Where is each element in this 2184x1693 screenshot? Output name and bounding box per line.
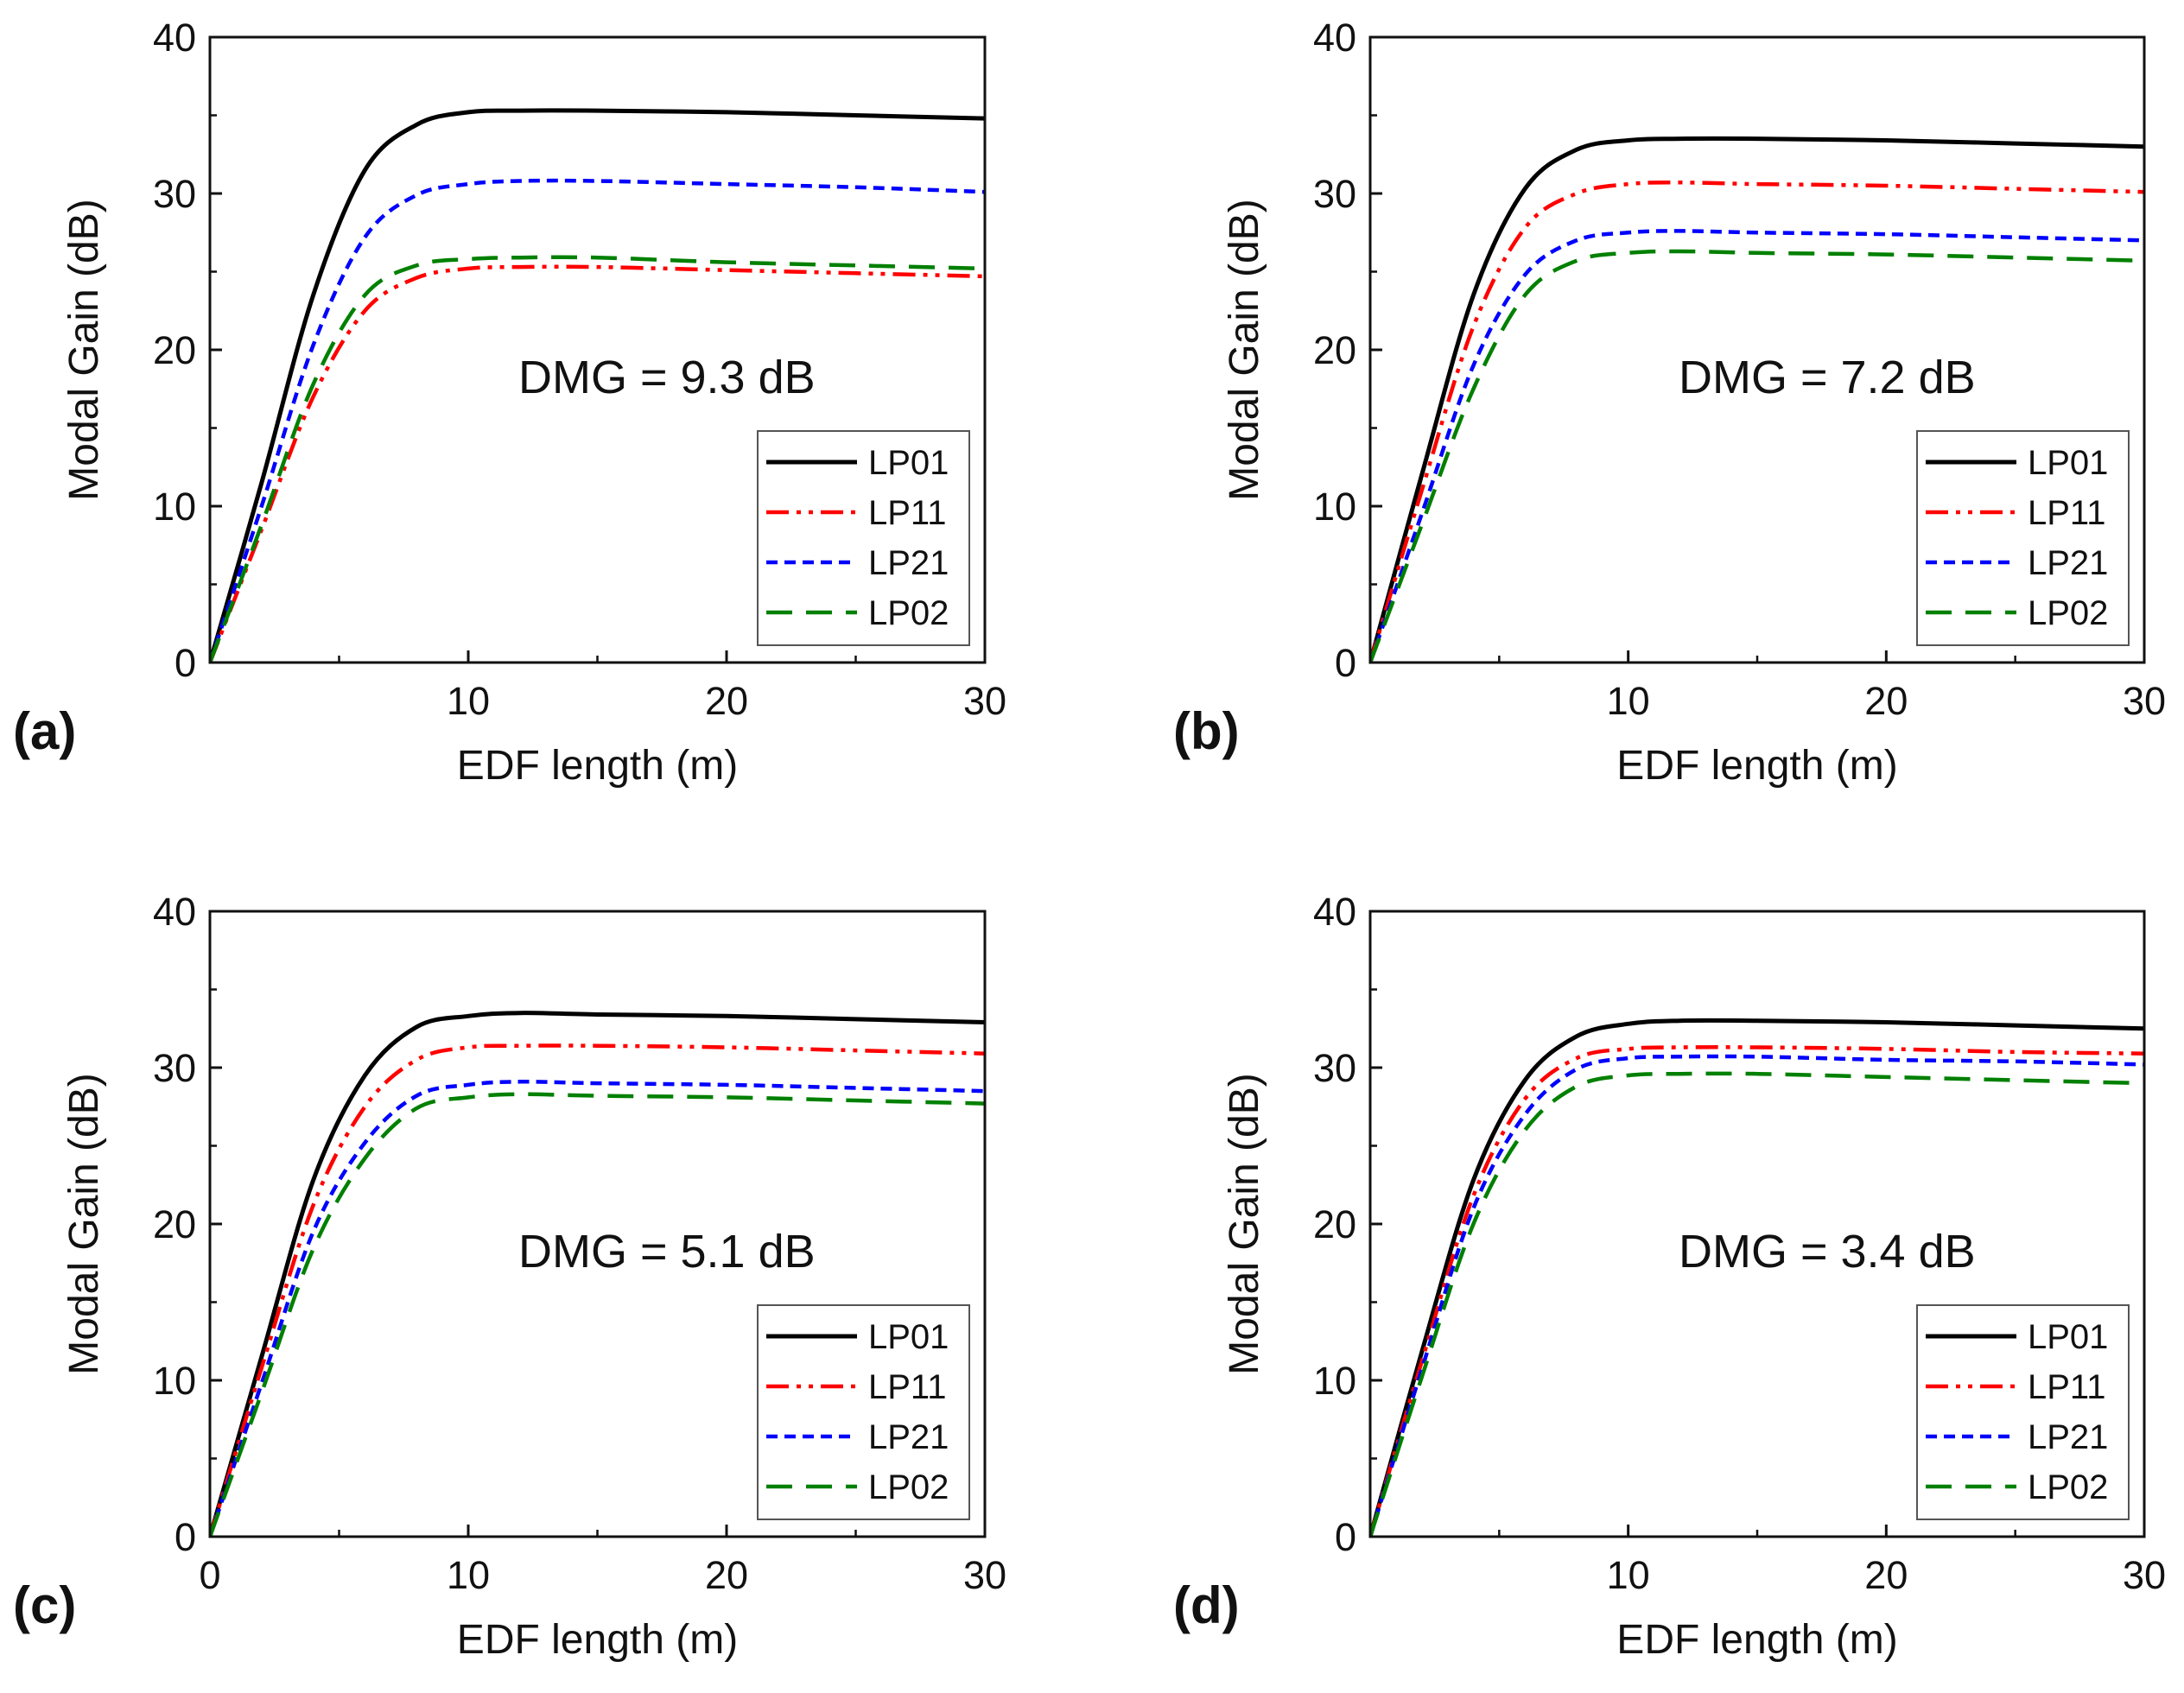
y-tick-label: 40 (1313, 16, 1356, 60)
x-tick-label: 10 (1607, 1553, 1650, 1597)
legend-box (757, 1304, 970, 1520)
y-tick-label: 30 (153, 172, 196, 216)
legend-label-lp02: LP02 (2028, 1468, 2108, 1506)
series-line-lp21 (1370, 1054, 2144, 1537)
panel-4: 0 10 20 30 40 10 20 30 EDF length (m) Modal Gain … (1173, 890, 2166, 1663)
legend-label-lp21: LP21 (868, 1418, 949, 1456)
panel-label: (c) (13, 1576, 76, 1634)
series-line-lp02 (210, 1092, 985, 1537)
y-tick-label: 20 (153, 1202, 196, 1246)
x-axis-title: EDF length (m) (1616, 743, 1897, 789)
y-tick-label: 20 (153, 328, 196, 372)
series-group (1370, 136, 2144, 663)
dmg-annotation: DMG = 9.3 dB (518, 352, 816, 403)
y-axis-title: Modal Gain (dB) (61, 199, 107, 500)
legend-label-lp11: LP11 (868, 1368, 946, 1406)
legend-box (757, 430, 970, 646)
y-tick-label: 0 (175, 641, 196, 685)
panel-2: 0 10 20 30 40 10 20 30 EDF length (m) Modal Gain … (1173, 16, 2166, 789)
panel-label: (b) (1173, 702, 1240, 760)
y-tick-label: 10 (153, 485, 196, 529)
x-tick-label: 0 (199, 1553, 220, 1597)
y-tick-label: 40 (153, 890, 196, 934)
series-line-lp21 (210, 1080, 985, 1537)
legend: LP01 LP11 LP21 LP02 (757, 430, 970, 646)
legend-label-lp11: LP11 (2028, 494, 2105, 532)
y-axis-title: Modal Gain (dB) (61, 1073, 107, 1374)
dmg-annotation: DMG = 5.1 dB (518, 1226, 816, 1278)
x-tick-label: 30 (2123, 1553, 2166, 1597)
legend-label-lp01: LP01 (2028, 444, 2108, 482)
series-line-lp01 (210, 108, 985, 663)
panel-label: (a) (13, 702, 76, 760)
legend-label-lp02: LP02 (868, 1468, 949, 1506)
legend-label-lp01: LP01 (868, 444, 949, 482)
legend-label-lp11: LP11 (2028, 1368, 2105, 1406)
legend: LP01 LP11 LP21 LP02 (1916, 430, 2130, 646)
series-line-lp21 (1370, 229, 2144, 663)
dmg-annotation: DMG = 3.4 dB (1679, 1226, 1976, 1278)
y-tick-label: 0 (175, 1515, 196, 1559)
legend-label-lp02: LP02 (2028, 594, 2108, 632)
y-tick-label: 0 (1335, 1515, 1356, 1559)
legend-label-lp11: LP11 (868, 494, 946, 532)
panel-label: (d) (1173, 1576, 1240, 1634)
series-line-lp02 (1370, 249, 2144, 663)
legend-box (1916, 430, 2130, 646)
series-line-lp02 (1370, 1071, 2144, 1537)
x-tick-label: 10 (1607, 679, 1650, 723)
legend-label-lp01: LP01 (2028, 1318, 2108, 1356)
legend: LP01 LP11 LP21 LP02 (1916, 1304, 2130, 1520)
y-tick-label: 10 (1313, 1359, 1356, 1403)
x-tick-label: 10 (447, 1553, 490, 1597)
legend-label-lp01: LP01 (868, 1318, 949, 1356)
series-group (1370, 1018, 2144, 1537)
y-tick-label: 0 (1335, 641, 1356, 685)
legend-box (1916, 1304, 2130, 1520)
y-axis-title: Modal Gain (dB) (1222, 199, 1267, 500)
x-tick-label: 20 (1864, 1553, 1908, 1597)
x-tick-label: 20 (1864, 679, 1908, 723)
y-tick-label: 20 (1313, 328, 1356, 372)
y-tick-label: 30 (153, 1046, 196, 1090)
panel-3: 0 10 20 30 40 0 10 20 30 EDF length (m) Modal Gain… (13, 890, 1006, 1663)
y-tick-label: 40 (153, 16, 196, 60)
x-axis-title: EDF length (m) (457, 1617, 738, 1663)
x-tick-label: 20 (705, 1553, 748, 1597)
series-line-lp01 (1370, 136, 2144, 663)
x-tick-label: 30 (963, 679, 1006, 723)
series-line-lp11 (1370, 1045, 2144, 1537)
series-line-lp01 (1370, 1018, 2144, 1537)
y-tick-label: 40 (1313, 890, 1356, 934)
x-tick-label: 30 (2123, 679, 2166, 723)
series-line-lp02 (210, 255, 985, 663)
series-group (210, 1011, 985, 1537)
x-axis-title: EDF length (m) (1616, 1617, 1897, 1663)
panel-1: 0 10 20 30 40 10 20 30 EDF length (m) Modal Gain … (13, 16, 1006, 789)
x-tick-label: 10 (447, 679, 490, 723)
y-tick-label: 10 (1313, 485, 1356, 529)
x-axis-title: EDF length (m) (457, 743, 738, 789)
y-axis-title: Modal Gain (dB) (1222, 1073, 1267, 1374)
series-line-lp11 (1370, 181, 2144, 663)
legend-label-lp02: LP02 (868, 594, 949, 632)
x-tick-label: 30 (963, 1553, 1006, 1597)
y-tick-label: 30 (1313, 1046, 1356, 1090)
y-tick-label: 20 (1313, 1202, 1356, 1246)
legend-label-lp21: LP21 (2028, 1418, 2108, 1456)
x-tick-label: 20 (705, 679, 748, 723)
series-line-lp21 (210, 178, 985, 663)
series-line-lp01 (210, 1011, 985, 1537)
series-group (210, 108, 985, 663)
y-tick-label: 10 (153, 1359, 196, 1403)
series-line-lp11 (210, 264, 985, 663)
series-line-lp11 (210, 1043, 985, 1537)
legend: LP01 LP11 LP21 LP02 (757, 1304, 970, 1520)
legend-label-lp21: LP21 (868, 544, 949, 582)
dmg-annotation: DMG = 7.2 dB (1679, 352, 1976, 403)
legend-label-lp21: LP21 (2028, 544, 2108, 582)
y-tick-label: 30 (1313, 172, 1356, 216)
